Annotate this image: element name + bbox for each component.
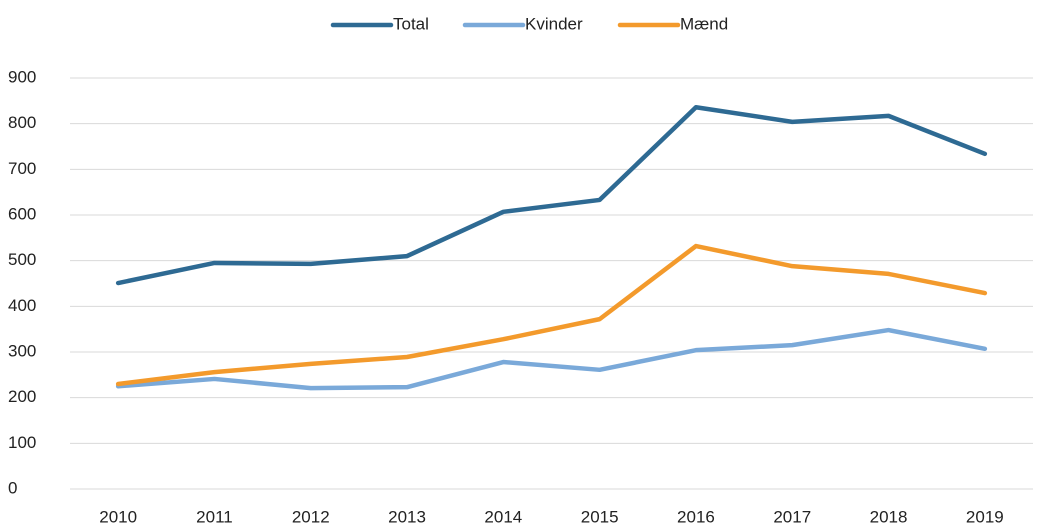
legend-label: Total: [393, 14, 429, 33]
x-tick-label: 2011: [196, 507, 233, 526]
y-tick-label: 0: [8, 478, 17, 497]
y-tick-label: 900: [8, 67, 36, 86]
y-tick-label: 200: [8, 387, 36, 406]
x-tick-label: 2019: [966, 507, 1004, 526]
series-line: [115, 243, 988, 387]
series-line: [115, 104, 988, 286]
y-tick-label: 100: [8, 433, 36, 452]
legend-label: Mænd: [680, 14, 728, 33]
series-line: [115, 327, 988, 391]
x-tick-label: 2016: [677, 507, 715, 526]
x-tick-label: 2012: [292, 507, 330, 526]
y-tick-label: 400: [8, 296, 36, 315]
y-tick-label: 300: [8, 341, 36, 360]
y-tick-label: 600: [8, 204, 36, 223]
legend-label: Kvinder: [525, 14, 583, 33]
x-tick-label: 2015: [581, 507, 619, 526]
x-tick-label: 2010: [99, 507, 137, 526]
y-tick-label: 500: [8, 250, 36, 269]
x-tick-label: 2013: [388, 507, 426, 526]
y-tick-label: 700: [8, 159, 36, 178]
x-tick-label: 2018: [870, 507, 908, 526]
x-tick-label: 2017: [773, 507, 811, 526]
y-tick-label: 800: [8, 113, 36, 132]
x-tick-label: 2014: [484, 507, 522, 526]
